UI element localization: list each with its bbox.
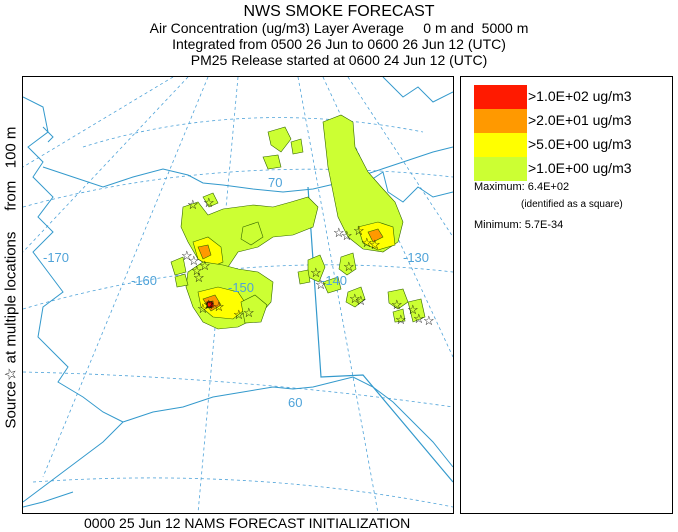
maximum-text: Maximum: 6.4E+02 xyxy=(474,181,570,193)
star-icon: ☆ xyxy=(188,253,200,268)
star-icon: ☆ xyxy=(407,302,419,317)
longitude-line-180 xyxy=(23,77,174,168)
star-icon: ☆ xyxy=(193,270,205,285)
longitude-label: -150 xyxy=(228,280,254,295)
star-icon: ☆ xyxy=(361,235,373,250)
west-coast xyxy=(23,96,124,423)
star-icon: ☆ xyxy=(395,312,407,327)
legend-swatch-red xyxy=(474,85,527,109)
plume-east-3 xyxy=(392,308,406,323)
star-icon: ☆ xyxy=(353,223,365,238)
star-icon: ☆ xyxy=(181,248,193,263)
longitude-label: -140 xyxy=(321,273,347,288)
legend-panel: >1.0E+02 ug/m3 >2.0E+01 ug/m3 >5.0E+00 u… xyxy=(460,76,673,514)
north-coast xyxy=(42,146,453,193)
star-icon: ☆ xyxy=(413,311,425,326)
source-markers: ☆ ☆ ☆ ☆ ☆ ☆ ☆ ☆ ☆ ☆ ☆ ☆ ☆ ☆ ☆ ☆ ☆ ☆ ☆ ☆ … xyxy=(181,195,435,328)
star-icon: ☆ xyxy=(213,299,225,314)
peninsula-coast xyxy=(23,421,124,503)
legend-swatch-yellow xyxy=(474,133,527,157)
lake-1 xyxy=(42,126,54,143)
longitude-line-160 xyxy=(42,77,209,478)
maximum-marker xyxy=(206,301,213,308)
plume-ne-1 xyxy=(202,192,219,208)
plume-yukon-orange xyxy=(367,228,384,243)
star-icon: ☆ xyxy=(343,259,355,274)
longitude-label: -130 xyxy=(403,250,429,265)
longitude-label: -160 xyxy=(131,273,157,288)
aleutians xyxy=(23,491,74,508)
plume-mid-3 xyxy=(345,286,366,308)
alaska-canada-border xyxy=(307,186,453,483)
star-icon: ☆ xyxy=(391,297,403,312)
subtitle-layer: Air Concentration (ug/m3) Layer Average … xyxy=(149,20,529,36)
star-icon: ☆ xyxy=(341,228,353,243)
star-icon: ☆ xyxy=(355,293,367,308)
legend-label-yellow: >5.0E+00 ug/m3 xyxy=(528,136,632,152)
legend-label-green: >1.0E+00 ug/m3 xyxy=(528,160,632,176)
southcentral-coast xyxy=(122,376,453,468)
plume-north-2 xyxy=(290,138,304,155)
plume-east-2 xyxy=(407,298,426,323)
star-icon: ☆ xyxy=(203,195,215,210)
latitude-label: 60 xyxy=(288,395,302,410)
latitude-line-60 xyxy=(23,371,453,408)
star-icon: ☆ xyxy=(233,307,245,322)
star-icon: ☆ xyxy=(243,305,255,320)
star-icon: ☆ xyxy=(310,265,322,280)
plume-central-east xyxy=(240,221,264,246)
latitude-line-70 xyxy=(23,168,453,208)
plume-north-1 xyxy=(267,126,292,153)
latitude-line-75 xyxy=(82,117,424,148)
longitude-line-170 xyxy=(23,77,189,253)
plume-north-3 xyxy=(262,154,282,170)
plume-mid-2 xyxy=(338,252,357,276)
plume-west-2 xyxy=(174,273,189,288)
plume-mid-4 xyxy=(297,269,311,285)
latitude-line-55 xyxy=(32,477,453,508)
star-icon: ☆ xyxy=(423,313,435,328)
legend-label-orange: >2.0E+01 ug/m3 xyxy=(528,112,632,128)
graticule-labels: -170 -160 -150 -140 -130 70 60 xyxy=(43,175,429,410)
plume-mid-5 xyxy=(322,276,342,294)
star-icon: ☆ xyxy=(369,237,381,252)
plume-yukon-large xyxy=(322,114,404,253)
minimum-text: Minimum: 5.7E-34 xyxy=(474,219,564,231)
longitude-line-130 xyxy=(297,77,379,513)
latitude-label: 70 xyxy=(268,175,282,190)
footer-initialization: 0000 25 Jun 12 NAMS FORECAST INITIALIZAT… xyxy=(84,515,411,531)
star-icon: ☆ xyxy=(199,258,211,273)
subtitle-release: PM25 Release started at 0600 24 Jun 12 (… xyxy=(190,52,488,68)
arctic-islands xyxy=(382,77,453,103)
plume-central-orange xyxy=(197,244,212,260)
star-icon: ☆ xyxy=(187,197,199,212)
star-icon: ☆ xyxy=(2,367,20,381)
chart-title: NWS SMOKE FORECAST xyxy=(243,3,435,20)
map-panel: ☆ ☆ ☆ ☆ ☆ ☆ ☆ ☆ ☆ ☆ ☆ ☆ ☆ ☆ ☆ ☆ ☆ ☆ ☆ ☆ … xyxy=(22,76,454,514)
plume-west-1 xyxy=(170,256,187,276)
legend-label-red: >1.0E+02 ug/m3 xyxy=(528,88,632,104)
smoke-plumes xyxy=(170,114,426,330)
plume-east-1 xyxy=(387,288,409,310)
legend-swatch-orange xyxy=(474,109,527,133)
map-canvas: ☆ ☆ ☆ ☆ ☆ ☆ ☆ ☆ ☆ ☆ ☆ ☆ ☆ ☆ ☆ ☆ ☆ ☆ ☆ ☆ … xyxy=(23,77,453,513)
star-icon: ☆ xyxy=(315,277,327,292)
plume-south-yellow xyxy=(197,286,249,320)
star-icon: ☆ xyxy=(333,225,345,240)
source-label: Source☆ at multiple locations from 100 m xyxy=(1,127,23,429)
star-icon: ☆ xyxy=(203,297,215,312)
longitude-line-110 xyxy=(347,77,453,238)
plume-south-east xyxy=(240,294,268,324)
source-label-text: Source xyxy=(2,380,20,429)
maximum-note: (identified as a square) xyxy=(521,199,623,210)
legend-swatch-green xyxy=(474,157,527,181)
source-label-location: at multiple locations from 100 m xyxy=(2,126,20,368)
subtitle-integration: Integrated from 0500 26 Jun to 0600 26 J… xyxy=(172,36,506,52)
coastlines xyxy=(23,77,453,508)
star-icon: ☆ xyxy=(197,301,209,316)
star-icon: ☆ xyxy=(191,263,203,278)
longitude-label: -170 xyxy=(43,250,69,265)
star-icon: ☆ xyxy=(349,291,361,306)
